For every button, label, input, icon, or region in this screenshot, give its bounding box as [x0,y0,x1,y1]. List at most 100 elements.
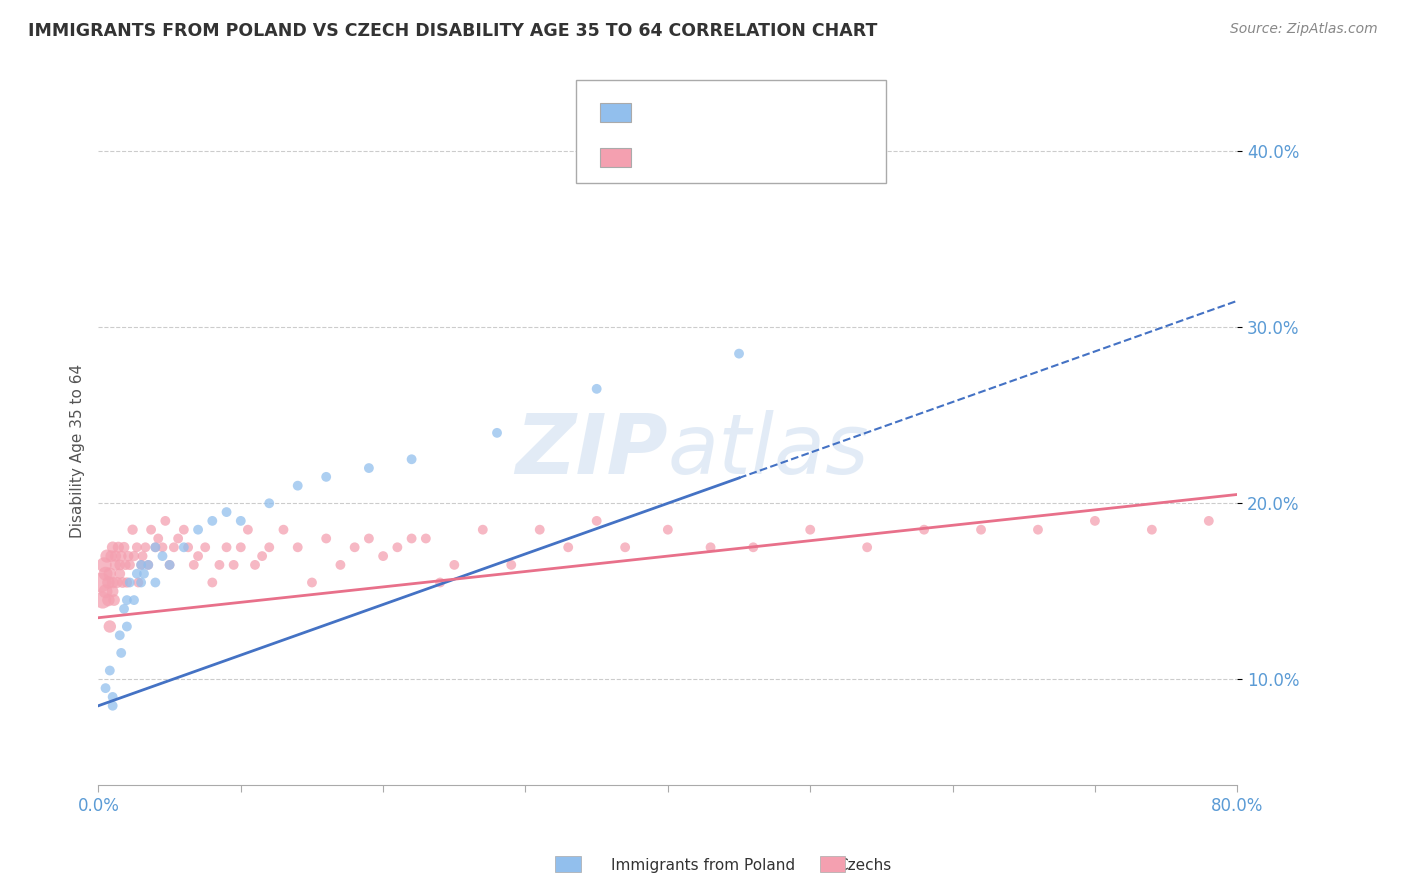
Point [101,584,124,599]
Point [373,549,395,563]
Point [103,593,125,607]
Point [429,575,451,590]
Point [136,558,159,572]
Point [155,514,177,528]
Point [152,549,174,563]
Point [93,558,115,572]
Point [108,558,131,572]
Point [1084,514,1107,528]
Point [111,575,134,590]
Point [201,514,224,528]
Point [101,575,124,590]
Point [152,541,174,555]
Point [108,566,131,581]
Point [131,549,153,563]
Point [125,541,148,555]
Text: Source: ZipAtlas.com: Source: ZipAtlas.com [1230,22,1378,37]
Point [129,558,152,572]
Point [101,690,124,704]
Point [187,549,209,563]
Point [97,593,120,607]
Point [134,541,156,555]
Point [159,558,181,572]
Point [208,558,231,572]
Text: ZIP: ZIP [515,410,668,491]
Point [90,575,112,590]
Point [104,558,127,572]
Point [98,619,121,633]
Point [387,541,409,555]
Point [115,593,138,607]
Text: Czechs: Czechs [838,858,891,872]
Point [557,541,579,555]
Point [114,558,136,572]
Point [329,558,352,572]
Point [145,541,167,555]
Point [96,549,118,563]
Point [183,558,205,572]
Point [129,558,152,572]
Point [112,602,135,616]
Point [145,541,167,555]
Point [486,425,509,440]
Point [215,541,238,555]
Point [125,566,148,581]
Point [159,558,181,572]
Point [222,558,245,572]
Text: IMMIGRANTS FROM POLAND VS CZECH DISABILITY AGE 35 TO 64 CORRELATION CHART: IMMIGRANTS FROM POLAND VS CZECH DISABILI… [28,22,877,40]
Point [129,575,152,590]
Text: Immigrants from Poland: Immigrants from Poland [612,858,794,872]
Point [115,619,138,633]
Point [315,470,337,484]
Point [250,549,273,563]
Point [107,541,129,555]
Text: R =  0.212   N = 131: R = 0.212 N = 131 [643,148,830,166]
Point [148,532,170,546]
Point [657,523,679,537]
Point [315,532,337,546]
Point [585,382,607,396]
Point [112,541,135,555]
Point [1198,514,1220,528]
Point [229,541,252,555]
Point [529,523,551,537]
Point [614,541,637,555]
Point [301,575,323,590]
Point [101,541,124,555]
Point [177,541,200,555]
Point [173,541,195,555]
Point [108,628,131,642]
Point [401,532,423,546]
Point [110,549,132,563]
Point [229,514,252,528]
Point [94,584,117,599]
Point [127,575,149,590]
Point [970,523,993,537]
Point [101,698,124,713]
Point [343,541,366,555]
Point [1026,523,1049,537]
Point [728,346,751,360]
Point [104,549,127,563]
Point [94,566,117,581]
Point [415,532,437,546]
Text: atlas: atlas [668,410,869,491]
Point [856,541,879,555]
Point [167,532,190,546]
Point [401,452,423,467]
Point [1140,523,1163,537]
Point [742,541,765,555]
Point [173,523,195,537]
Point [471,523,494,537]
Point [118,575,141,590]
Point [98,664,121,678]
Point [259,541,281,555]
Point [100,549,122,563]
Point [139,523,162,537]
Point [118,558,141,572]
Point [585,514,607,528]
Text: R = 0.457   N =  33: R = 0.457 N = 33 [643,103,818,121]
Point [215,505,238,519]
Point [287,478,309,492]
Point [122,593,145,607]
